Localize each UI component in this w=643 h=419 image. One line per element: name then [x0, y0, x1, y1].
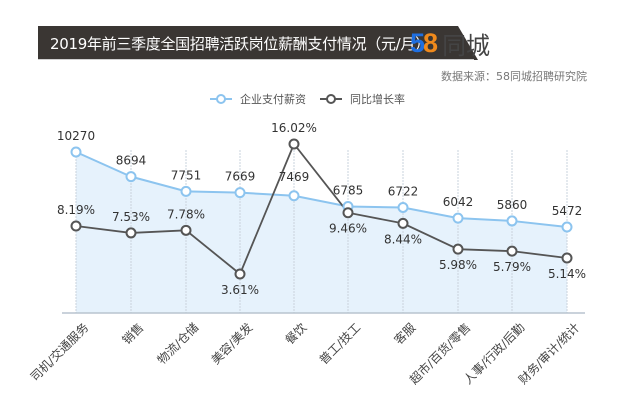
- salary-point: [125, 171, 137, 183]
- growth-point: [288, 138, 300, 150]
- growth-point: [397, 217, 409, 229]
- circle-line-marker-icon: [210, 94, 232, 104]
- growth-point: [506, 245, 518, 257]
- salary-value-label: 8694: [116, 154, 147, 168]
- growth-point: [180, 224, 192, 236]
- growth-value-label: 3.61%: [221, 283, 259, 297]
- legend-label-salary: 企业支付薪资: [240, 93, 306, 106]
- salary-point: [234, 187, 246, 199]
- growth-value-label: 7.53%: [112, 210, 150, 224]
- salary-point: [397, 201, 409, 213]
- growth-value-label: 5.98%: [439, 258, 477, 272]
- chart-title: 2019年前三季度全国招聘活跃岗位薪酬支付情况（元/月）: [50, 35, 430, 53]
- growth-value-label: 8.19%: [57, 203, 95, 217]
- legend-item-salary: 企业支付薪资: [210, 91, 306, 107]
- salary-point: [70, 146, 82, 158]
- legend: 企业支付薪资 同比增长率: [210, 91, 419, 107]
- legend-item-growth: 同比增长率: [320, 91, 405, 107]
- growth-point: [125, 227, 137, 239]
- logo-digit-5: 5: [410, 27, 426, 58]
- title-underline: [38, 59, 474, 60]
- growth-value-label: 16.02%: [271, 121, 317, 135]
- salary-line: [75, 151, 568, 228]
- salary-value-label: 6042: [443, 195, 474, 209]
- salary-value-label: 6722: [388, 184, 419, 198]
- growth-point: [342, 207, 354, 219]
- growth-point: [452, 243, 464, 255]
- salary-point: [288, 190, 300, 202]
- circle-line-marker-icon: [320, 94, 342, 104]
- growth-point: [70, 220, 82, 232]
- growth-value-label: 8.44%: [384, 232, 422, 246]
- brand-logo: 5 8 同城: [410, 27, 491, 60]
- salary-value-label: 5472: [552, 204, 583, 218]
- growth-value-label: 9.46%: [329, 222, 367, 236]
- growth-point: [234, 268, 246, 280]
- logo-text: 同城: [442, 31, 491, 60]
- legend-label-growth: 同比增长率: [350, 93, 405, 106]
- salary-value-label: 7669: [225, 170, 256, 184]
- growth-line: [75, 142, 568, 276]
- title-background-shape: [38, 26, 478, 60]
- salary-value-label: 7751: [171, 168, 202, 182]
- salary-point: [506, 215, 518, 227]
- salary-value-label: 10270: [57, 129, 95, 143]
- salary-value-label: 5860: [497, 198, 528, 212]
- logo-digit-8: 8: [423, 27, 439, 58]
- growth-point: [561, 252, 573, 264]
- salary-point: [452, 212, 464, 224]
- title-bar: 2019年前三季度全国招聘活跃岗位薪酬支付情况（元/月）: [38, 26, 478, 60]
- growth-value-label: 5.14%: [548, 267, 586, 281]
- salary-point: [561, 221, 573, 233]
- salary-value-label: 6785: [333, 183, 364, 197]
- growth-value-label: 7.78%: [167, 207, 205, 221]
- data-source: 数据来源：58同城招聘研究院: [441, 70, 587, 83]
- salary-point: [180, 185, 192, 197]
- growth-value-label: 5.79%: [493, 260, 531, 274]
- salary-value-label: 7469: [279, 170, 310, 184]
